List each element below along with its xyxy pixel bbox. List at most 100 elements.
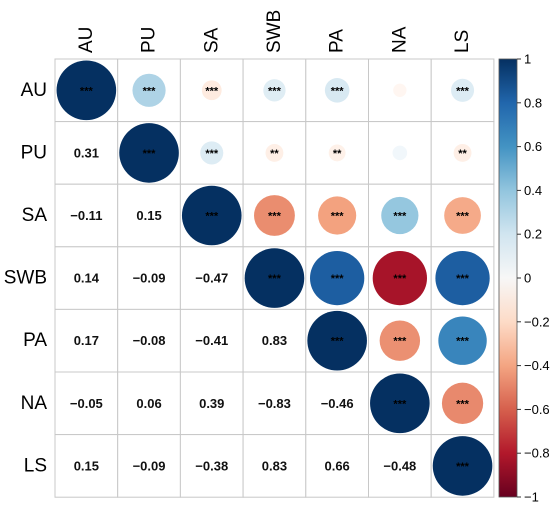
correlation-value: 0.39 — [199, 396, 224, 411]
row-label: PA — [23, 330, 47, 351]
significance-marker: ** — [458, 148, 467, 160]
correlation-circle — [254, 195, 295, 236]
matrix-cell — [179, 308, 244, 373]
matrix-cell — [54, 308, 119, 373]
matrix-cell — [305, 434, 369, 498]
significance-marker: *** — [80, 85, 94, 97]
correlation-circle — [453, 143, 472, 162]
significance-marker: *** — [393, 211, 407, 223]
matrix-cell — [179, 246, 244, 310]
row-label: LS — [24, 455, 47, 476]
colorbar: 1 0.8 0.6 0.4 0.2 0 −0.2 −0.4 −0.6 −0.8 −1 — [498, 52, 550, 505]
correlation-circle — [432, 436, 493, 496]
significance-marker: *** — [143, 85, 157, 97]
matrix-cell — [54, 121, 119, 185]
row-label: SWB — [4, 268, 47, 289]
correlation-value: −0.48 — [383, 458, 416, 473]
correlation-value: −0.05 — [70, 396, 103, 411]
correlation-value: −0.11 — [70, 208, 102, 223]
column-label: PA — [327, 29, 348, 53]
matrix-cell — [305, 371, 369, 436]
matrix-cell — [368, 434, 432, 498]
correlation-circle — [307, 310, 367, 371]
colorbar-tick-label: 0.6 — [524, 139, 542, 154]
correlation-value: −0.83 — [258, 396, 291, 411]
correlation-value: 0.06 — [136, 396, 161, 411]
row-label: PU — [21, 142, 47, 163]
correlation-circle — [379, 320, 421, 361]
correlation-circle — [381, 196, 419, 235]
correlation-circle — [263, 79, 286, 102]
significance-marker: *** — [456, 211, 470, 223]
correlation-circle — [444, 197, 481, 234]
significance-marker: *** — [143, 148, 157, 160]
row-label: SA — [22, 205, 48, 226]
row-labels: AU PU SA SWB PA NA LS — [4, 80, 48, 477]
matrix-cell — [54, 183, 119, 248]
colorbar-tick-label: −0.6 — [524, 402, 550, 417]
correlation-value: −0.09 — [133, 271, 166, 286]
correlation-circle — [372, 250, 427, 306]
matrix-cell — [179, 434, 244, 498]
correlation-circle — [451, 78, 475, 102]
correlation-circle — [181, 185, 242, 246]
significance-marker: *** — [393, 273, 407, 285]
colorbar-tick-label: 0.2 — [524, 227, 542, 242]
significance-marker: *** — [331, 85, 345, 97]
correlation-circle — [328, 144, 346, 162]
colorbar-tick-label: −0.4 — [524, 358, 550, 373]
matrix-cell — [117, 371, 181, 436]
significance-marker: *** — [456, 273, 470, 285]
correlation-circle — [392, 145, 408, 161]
significance-marker: *** — [331, 273, 345, 285]
significance-marker: ** — [333, 148, 342, 160]
significance-marker: *** — [268, 211, 282, 223]
correlation-circle — [56, 60, 117, 121]
correlation-circle — [435, 250, 490, 306]
correlation-value: 0.83 — [262, 333, 287, 348]
correlation-value: 0.15 — [136, 208, 161, 223]
correlation-circle — [318, 196, 357, 235]
significance-marker: *** — [331, 211, 345, 223]
significance-marker: *** — [268, 273, 282, 285]
correlation-value: 0.14 — [74, 271, 100, 286]
correlation-circle — [244, 248, 305, 308]
correlation-circle — [370, 373, 430, 434]
column-label: PU — [139, 27, 160, 53]
significance-marker: *** — [456, 85, 470, 97]
correlation-circle — [438, 316, 487, 365]
significance-marker: *** — [268, 85, 282, 97]
colorbar-tick-label: 0 — [524, 271, 531, 286]
matrix-cell — [179, 371, 244, 436]
correlation-circle — [441, 382, 484, 424]
correlation-circle — [310, 250, 365, 306]
matrix-cell — [242, 308, 307, 373]
correlation-circle — [132, 73, 166, 107]
column-label: LS — [452, 30, 473, 53]
colorbar-tick-label: 0.4 — [524, 183, 542, 198]
column-label: AU — [76, 27, 97, 53]
correlation-circle — [201, 80, 222, 101]
significance-marker: *** — [393, 398, 407, 410]
significance-marker: *** — [393, 336, 407, 348]
significance-marker: *** — [456, 461, 470, 473]
matrix-cell — [242, 434, 307, 498]
significance-marker: ** — [270, 148, 279, 160]
correlation-value: 0.66 — [324, 458, 349, 473]
colorbar-tick-label: −0.8 — [524, 446, 550, 461]
correlation-value: −0.38 — [195, 458, 228, 473]
row-label: AU — [21, 80, 47, 101]
correlation-value: 0.15 — [74, 458, 99, 473]
matrix-cell — [242, 371, 307, 436]
column-label: SWB — [264, 10, 285, 53]
matrix-cell — [54, 246, 119, 310]
correlation-value: −0.46 — [321, 396, 354, 411]
column-label: NA — [389, 26, 410, 53]
significance-marker: *** — [331, 336, 345, 348]
colorbar-tick-label: 0.8 — [524, 95, 542, 110]
matrix-cell — [117, 434, 181, 498]
significance-marker: *** — [456, 398, 470, 410]
matrix-cell — [117, 246, 181, 310]
correlation-value: 0.17 — [74, 333, 99, 348]
